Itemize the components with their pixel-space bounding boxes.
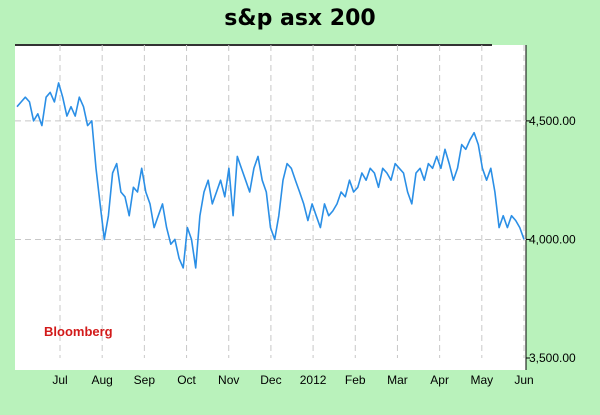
bloomberg-watermark: Bloomberg bbox=[44, 324, 113, 339]
x-axis-ticks: Jul Aug Sep Oct Nov Dec 2012 Feb Mar Apr May Jun bbox=[52, 373, 533, 387]
x-tick-label: Sep bbox=[134, 373, 156, 387]
x-tick-label: 2012 bbox=[300, 373, 327, 387]
x-tick-label: Feb bbox=[345, 373, 366, 387]
series-group bbox=[16, 82, 525, 269]
x-tick-label: Dec bbox=[260, 373, 281, 387]
y-tick-label: 4,500.00 bbox=[529, 114, 576, 128]
grid-lines bbox=[15, 45, 526, 358]
x-tick-label: Jul bbox=[52, 373, 67, 387]
x-tick-label: Jun bbox=[514, 373, 533, 387]
x-tick-label: Nov bbox=[218, 373, 239, 387]
x-tick-label: Oct bbox=[177, 373, 196, 387]
chart-title: s&p asx 200 bbox=[224, 6, 376, 31]
y-tick-label: 3,500.00 bbox=[529, 351, 576, 365]
x-tick-label: Aug bbox=[92, 373, 113, 387]
y-tick-label: 4,000.00 bbox=[529, 232, 576, 246]
y-axis-ticks: 3,500.00 4,000.00 4,500.00 bbox=[526, 114, 576, 365]
x-tick-label: Apr bbox=[430, 373, 449, 387]
x-tick-label: Mar bbox=[387, 373, 408, 387]
series-line bbox=[16, 82, 525, 269]
x-tick-label: May bbox=[470, 373, 493, 387]
